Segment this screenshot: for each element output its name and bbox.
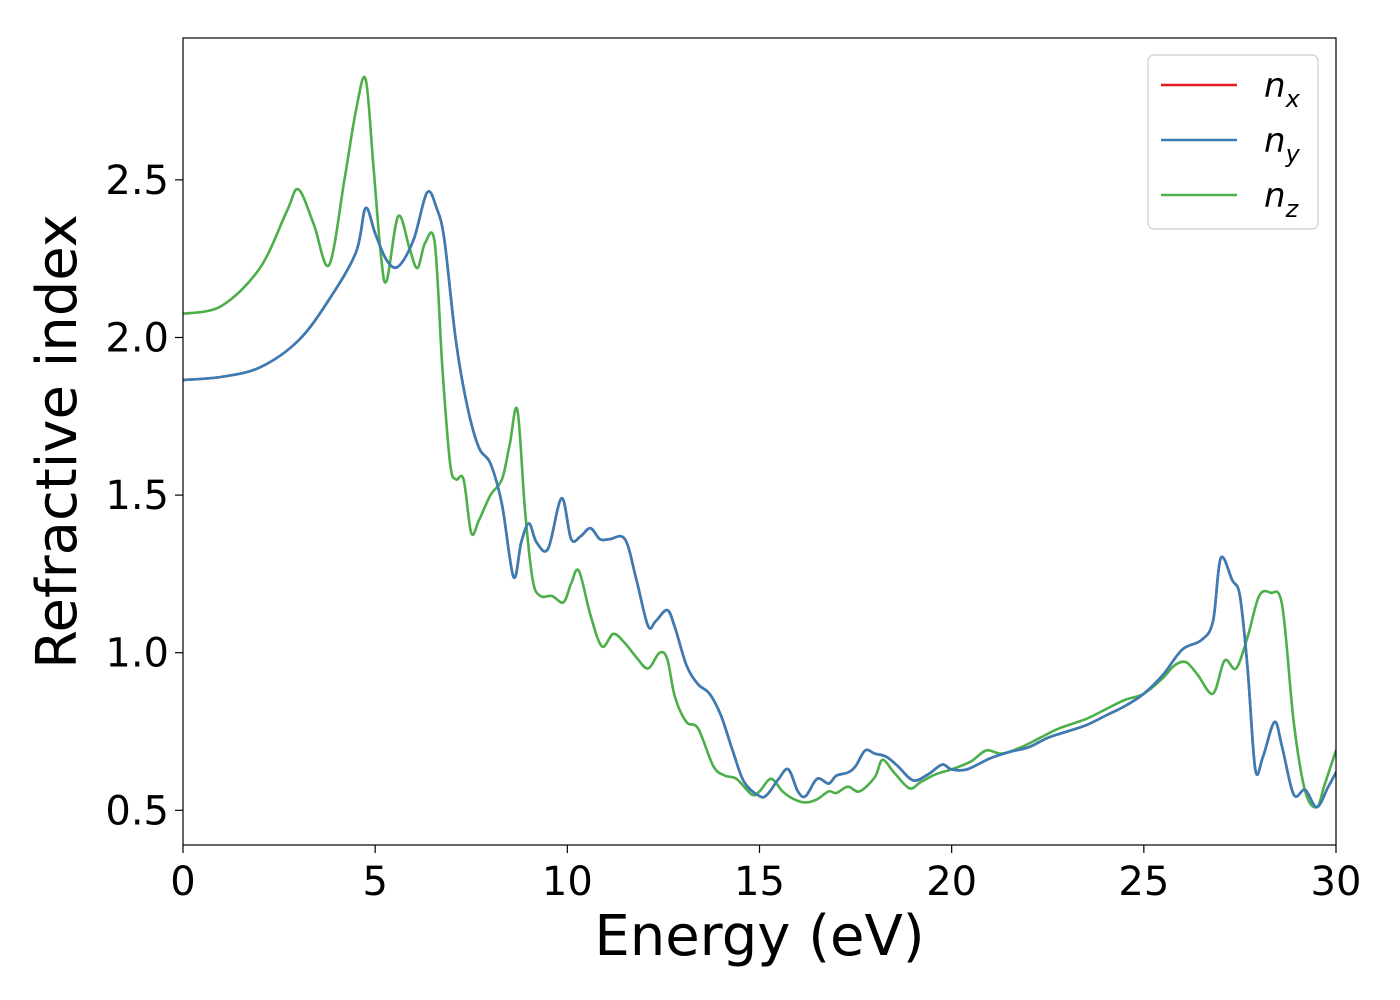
y-tick-label: 1.5: [105, 473, 169, 519]
x-tick-label: 0: [170, 859, 195, 905]
x-tick-label: 15: [734, 859, 785, 905]
x-axis-label: Energy (eV): [594, 904, 924, 969]
x-tick-label: 25: [1118, 859, 1169, 905]
y-tick-label: 1.0: [105, 631, 169, 677]
series-line-z: [183, 75, 1336, 809]
legend: nx ny nz: [1147, 54, 1319, 230]
y-tick-label: 2.5: [105, 158, 169, 204]
y-tick-label: 0.5: [105, 788, 169, 834]
series-line-x: [183, 190, 1336, 809]
y-axis-label: Refractive index: [25, 214, 90, 669]
ticks-layer: 0 5 10 15 20 25 30 0.5 1.0 1.5 2.0 2.5: [105, 158, 1361, 905]
x-tick-label: 10: [542, 859, 593, 905]
x-tick-label: 30: [1311, 859, 1362, 905]
series-line-y: [183, 190, 1336, 809]
x-tick-label: 5: [362, 859, 387, 905]
series-layer: [183, 75, 1336, 809]
y-tick-label: 2.0: [105, 315, 169, 361]
legend-box: [1147, 54, 1319, 230]
x-tick-label: 20: [926, 859, 977, 905]
legend-label-y: ny: [1264, 121, 1301, 168]
legend-label-x: nx: [1264, 66, 1301, 113]
legend-label-z: nz: [1264, 176, 1300, 223]
